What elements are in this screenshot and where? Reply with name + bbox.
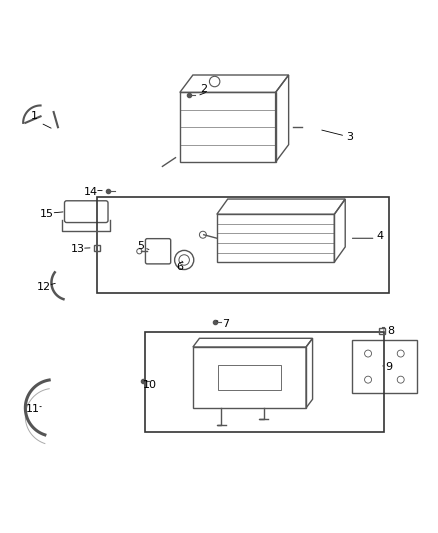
Text: 5: 5	[137, 241, 144, 252]
Text: 11: 11	[26, 404, 40, 414]
Text: 13: 13	[71, 244, 85, 254]
Text: 7: 7	[222, 319, 229, 329]
Text: 1: 1	[31, 111, 38, 122]
Text: 14: 14	[84, 187, 98, 197]
Text: 12: 12	[37, 282, 51, 292]
Text: 3: 3	[346, 132, 353, 142]
Text: 15: 15	[40, 209, 54, 219]
Text: 10: 10	[143, 380, 157, 390]
Text: 8: 8	[387, 326, 395, 336]
Text: 4: 4	[377, 231, 384, 241]
Text: 2: 2	[200, 84, 207, 94]
Text: 9: 9	[385, 361, 392, 372]
Text: 6: 6	[177, 262, 184, 271]
